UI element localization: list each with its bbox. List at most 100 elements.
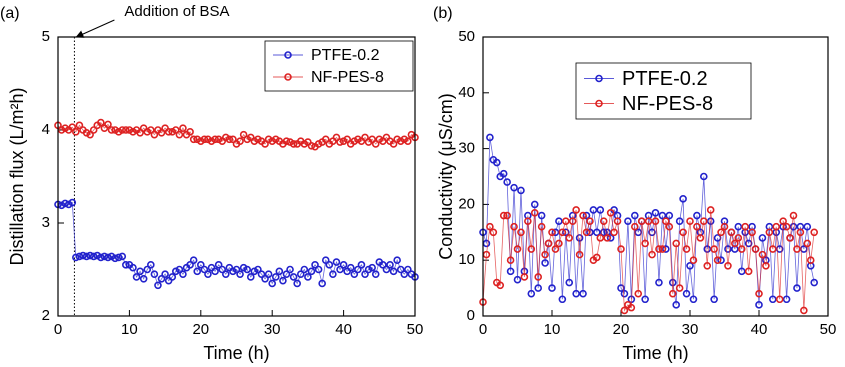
data-point (239, 130, 248, 139)
data-point (172, 126, 180, 134)
data-point (762, 261, 770, 270)
data-point (517, 186, 525, 195)
data-point (596, 234, 605, 242)
data-point (724, 261, 732, 270)
data-point (75, 121, 84, 130)
data-point (204, 270, 212, 278)
data-point (361, 133, 369, 142)
data-point (599, 217, 608, 225)
data-point (710, 245, 718, 253)
data-point (286, 265, 294, 274)
data-point (665, 222, 674, 231)
data-point (582, 211, 591, 220)
data-point (517, 228, 525, 237)
data-point (755, 301, 763, 309)
data-point (537, 211, 546, 220)
data-point (489, 228, 498, 237)
data-point (810, 278, 819, 287)
x-tick-label: 50 (820, 321, 837, 338)
data-point (699, 217, 708, 225)
legend-box (575, 62, 752, 120)
data-point (765, 228, 774, 237)
data-point (143, 265, 152, 274)
data-point (713, 256, 722, 265)
data-point (544, 239, 553, 248)
data-point (275, 267, 284, 276)
data-point (318, 279, 326, 288)
data-point (154, 281, 162, 290)
data-point (510, 222, 518, 231)
data-point (651, 208, 660, 217)
data-point (289, 140, 298, 148)
data-point (332, 133, 341, 142)
y-tick-label: 50 (458, 28, 475, 45)
y-tick-label: 3 (42, 214, 50, 231)
data-point (579, 211, 587, 220)
data-point (610, 228, 618, 237)
data-point (346, 263, 355, 272)
data-point (768, 245, 777, 253)
data-point (603, 234, 612, 242)
data-point (758, 234, 767, 242)
data-point (810, 228, 819, 237)
data-point (329, 270, 337, 278)
data-point (541, 259, 549, 267)
x-tick-label: 40 (335, 321, 352, 338)
data-point (772, 222, 781, 231)
data-point (404, 265, 412, 274)
y-tick-label: 40 (458, 84, 475, 101)
data-point (555, 239, 563, 248)
data-point (793, 284, 801, 292)
data-point (97, 118, 105, 127)
data-point (243, 265, 252, 274)
data-point (179, 124, 187, 132)
data-point (803, 239, 812, 248)
data-point (524, 217, 532, 225)
data-point (565, 234, 574, 242)
data-point (386, 261, 394, 269)
data-point (229, 135, 237, 144)
data-point (68, 198, 77, 207)
data-point (793, 245, 801, 253)
data-point (744, 267, 753, 276)
annotation-arrow (75, 19, 115, 38)
data-point (679, 228, 687, 237)
data-point (122, 126, 130, 134)
data-point (336, 265, 344, 274)
data-point (304, 273, 312, 281)
data-point (232, 265, 241, 274)
x-axis-label: Time (h) (622, 343, 688, 363)
data-point (548, 284, 556, 292)
data-point (534, 284, 543, 292)
data-point (107, 126, 116, 134)
data-point (307, 267, 316, 276)
data-point (218, 265, 227, 274)
data-point (589, 206, 598, 214)
data-point (389, 267, 398, 276)
data-point (641, 295, 649, 304)
data-point (79, 251, 87, 260)
y-axis-label: Distillation flux (L/m²h) (7, 87, 27, 265)
data-point (782, 295, 791, 304)
data-point (492, 158, 501, 167)
data-point (404, 137, 412, 145)
data-point (513, 245, 522, 253)
series-line (57, 121, 416, 148)
data-point (510, 183, 518, 192)
data-point (775, 245, 784, 253)
data-point (157, 128, 166, 137)
data-point (634, 289, 643, 298)
data-point (617, 284, 625, 292)
data-point (496, 281, 505, 290)
data-point (132, 273, 141, 281)
data-point (118, 252, 127, 261)
data-point (271, 273, 280, 281)
data-point (139, 274, 148, 283)
data-point (307, 142, 316, 150)
data-point (682, 245, 691, 253)
data-point (693, 211, 701, 220)
data-point (246, 273, 255, 281)
data-point (175, 130, 184, 139)
x-tick-label: 40 (751, 321, 768, 338)
y-tick-label: 30 (458, 140, 475, 157)
